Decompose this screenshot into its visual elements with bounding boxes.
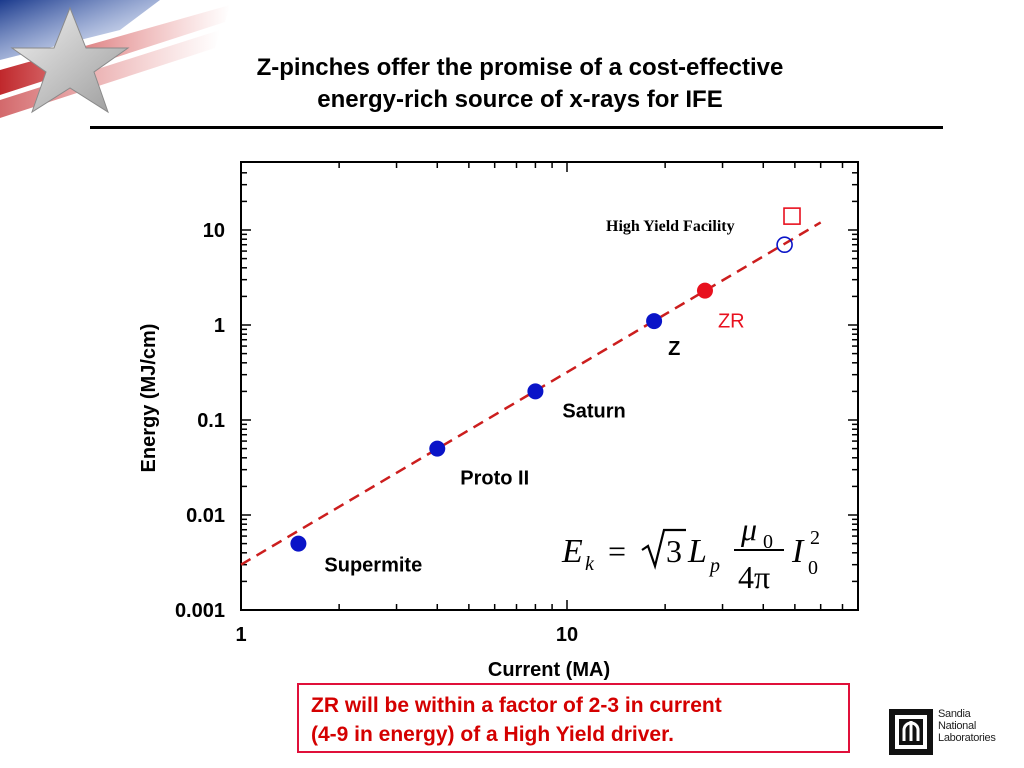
point-supermite-label: Supermite xyxy=(324,555,422,577)
formula-I-sup: 2 xyxy=(810,527,820,549)
formula-sqrt-arg: 3 xyxy=(666,533,682,569)
formula-denominator: 4π xyxy=(738,559,770,594)
formula-I: I xyxy=(791,533,805,570)
point-supermite xyxy=(290,535,307,552)
point-labels: Supermite Proto II Saturn Z ZR High Yield Fac… xyxy=(324,218,744,576)
note-box: ZR will be within a factor of 2-3 in cur… xyxy=(297,683,850,753)
note-line-1: ZR will be within a factor of 2-3 in cur… xyxy=(311,694,722,717)
formula-L-sub: p xyxy=(708,555,720,577)
sqrt-sign xyxy=(641,528,686,570)
slide-title: Z-pinches offer the promise of a cost-ef… xyxy=(180,52,860,116)
formula-E-sub: k xyxy=(585,553,595,575)
y-axis-label: Energy (MJ/cm) xyxy=(138,324,160,473)
y-tick-label: 1 xyxy=(214,315,225,337)
point-saturn-label: Saturn xyxy=(562,400,625,422)
point-z xyxy=(646,313,663,330)
formula-L: L xyxy=(687,533,707,570)
flag-star-logo xyxy=(0,0,230,118)
point-zr xyxy=(696,282,713,299)
logo-line-2: National xyxy=(938,720,976,732)
fit-line xyxy=(240,221,822,566)
formula-mu-sub: 0 xyxy=(763,531,773,553)
point-saturn xyxy=(527,383,544,400)
axis-tick-labels: 1 10 0.001 0.01 0.1 1 10 xyxy=(175,220,578,646)
logo-line-1: Sandia xyxy=(938,708,971,720)
sandia-labs-wordmark: Sandia National Laboratories xyxy=(938,708,1018,744)
energy-formula: E k = 3 L p μ 0 4π I 0 2 xyxy=(561,512,820,594)
logo-line-3: Laboratories xyxy=(938,732,996,744)
y-tick-label: 0.01 xyxy=(186,505,225,527)
x-tick-label: 1 xyxy=(235,624,246,646)
x-tick-label: 10 xyxy=(556,624,578,646)
formula-E: E xyxy=(561,533,583,570)
formula-mu: μ xyxy=(740,512,757,547)
title-line-2: energy-rich source of x-rays for IFE xyxy=(317,86,723,113)
point-zr-label: ZR xyxy=(718,311,745,333)
note-line-2: (4-9 in energy) of a High Yield driver. xyxy=(311,723,674,746)
plot-frame xyxy=(240,161,859,611)
y-tick-label: 0.1 xyxy=(197,410,225,432)
formula-I-sub: 0 xyxy=(808,557,818,579)
point-z-label: Z xyxy=(668,338,680,360)
point-proto-ii-label: Proto II xyxy=(460,468,529,490)
star-icon xyxy=(10,6,130,114)
y-tick-label: 0.001 xyxy=(175,600,225,622)
y-tick-label: 10 xyxy=(203,220,225,242)
x-axis-label: Current (MA) xyxy=(488,659,610,681)
point-open-circle xyxy=(776,236,793,254)
point-high-yield-facility xyxy=(783,207,801,225)
title-line-1: Z-pinches offer the promise of a cost-ef… xyxy=(256,54,784,81)
data-points xyxy=(290,207,801,552)
formula-equals: = xyxy=(608,533,626,569)
axis-ticks xyxy=(240,162,858,611)
flag-blue-band xyxy=(0,0,160,60)
title-divider xyxy=(90,126,943,129)
point-proto-ii xyxy=(429,440,446,457)
point-high-yield-facility-label: High Yield Facility xyxy=(606,218,735,235)
sandia-logo-icon xyxy=(889,709,933,755)
